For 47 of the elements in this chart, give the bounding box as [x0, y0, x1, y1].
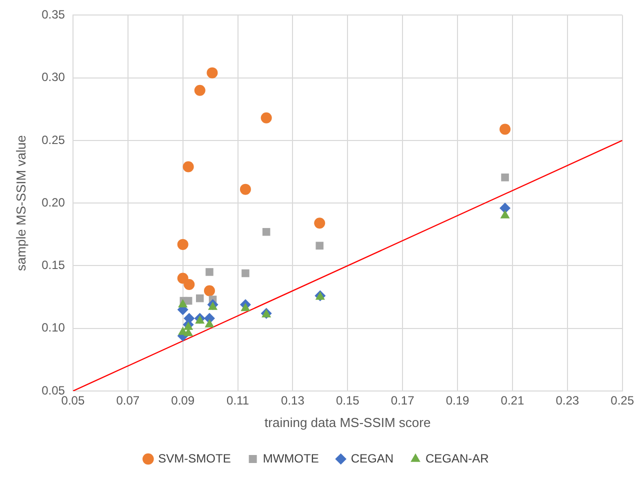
point: [208, 302, 218, 310]
legend-label: CEGAN-AR: [425, 451, 490, 466]
x-tick-label: 0.23: [556, 394, 580, 408]
y-tick-label: 0.20: [42, 195, 66, 210]
x-tick-label: 0.17: [390, 394, 415, 408]
point: [178, 299, 188, 308]
point: [206, 268, 214, 276]
x-tick-label: 0.07: [116, 394, 140, 408]
point: [500, 210, 510, 218]
point: [262, 228, 270, 236]
x-tick-label: 0.25: [610, 394, 634, 408]
point: [194, 84, 206, 96]
x-tick-label: 0.15: [336, 394, 360, 408]
point: [242, 269, 250, 278]
point: [184, 296, 192, 305]
point: [204, 319, 214, 328]
point: [204, 285, 215, 296]
point: [206, 67, 218, 78]
point: [260, 112, 272, 124]
point: [240, 184, 251, 195]
point: [240, 302, 250, 312]
x-tick-label: 0.21: [500, 394, 524, 408]
point: [501, 174, 509, 182]
x-tick-label: 0.13: [281, 394, 305, 408]
y-tick-label: 0.35: [42, 8, 66, 22]
point: [195, 315, 205, 324]
y-tick-label: 0.25: [42, 132, 66, 147]
y-tick-label: 0.30: [42, 70, 66, 84]
point: [314, 218, 326, 229]
point: [184, 279, 195, 290]
point: [182, 161, 194, 172]
y-axis-title: sample MS-SSIM value: [13, 135, 28, 272]
legend-label: CEGAN: [350, 451, 394, 466]
y-tick-label: 0.10: [42, 320, 66, 335]
legend-label: MWMOTE: [262, 451, 319, 466]
point: [316, 242, 324, 250]
point: [177, 238, 188, 250]
x-tick-label: 0.11: [226, 394, 250, 408]
x-tick-label: 0.09: [171, 394, 195, 408]
legend-label: SVM-SMOTE: [158, 451, 231, 466]
x-axis-title: training data MS-SSIM score: [264, 414, 431, 430]
point: [196, 294, 204, 302]
point: [500, 202, 511, 214]
y-tick-label: 0.15: [42, 258, 66, 272]
point: [184, 322, 194, 330]
point: [500, 124, 511, 135]
x-tick-label: 0.19: [446, 394, 470, 408]
